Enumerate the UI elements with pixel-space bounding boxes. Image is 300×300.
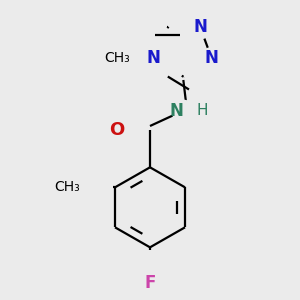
Text: N: N [193,18,207,36]
Text: CH₃: CH₃ [104,51,130,65]
Text: N: N [146,49,160,67]
Text: N: N [205,49,219,67]
Text: H: H [197,103,208,118]
Text: CH₃: CH₃ [54,180,80,194]
Text: F: F [144,274,156,292]
Text: O: O [109,121,124,139]
Text: N: N [169,102,183,120]
